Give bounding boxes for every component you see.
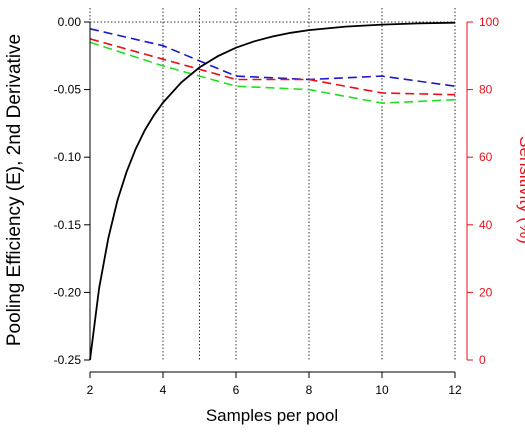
x-tick-label: 4 xyxy=(160,383,167,397)
y-tick-label-left: -0.25 xyxy=(54,353,82,367)
series-layer xyxy=(89,21,456,361)
y-axis-label-left: Pooling Efficiency (E), 2nd Derivative xyxy=(4,34,25,346)
series-line-blue xyxy=(89,28,456,87)
series-line-red xyxy=(89,38,456,96)
x-tick-label: 6 xyxy=(233,383,240,397)
y-tick-label-right: 80 xyxy=(479,83,493,97)
y-tick-label-right: 40 xyxy=(479,218,493,232)
y-tick-label-right: 0 xyxy=(479,353,486,367)
axes-layer xyxy=(89,22,468,373)
x-tick-label: 10 xyxy=(375,383,389,397)
x-tick-label: 8 xyxy=(306,383,313,397)
x-tick-label: 2 xyxy=(87,383,94,397)
y-tick-label-right: 100 xyxy=(479,15,499,29)
y-tick-label-left: -0.10 xyxy=(54,150,82,164)
y-axis-label-right: Sensitivity (%) xyxy=(516,136,525,244)
y-tick-label-right: 20 xyxy=(479,285,493,299)
x-axis-label: Samples per pool xyxy=(206,406,338,425)
x-tick-label: 12 xyxy=(448,383,462,397)
y-tick-label-left: -0.05 xyxy=(54,83,82,97)
series-line-green xyxy=(89,41,456,104)
efficiency-curve-line xyxy=(89,21,456,361)
ticks-layer: 0.00 -0.05 -0.10 -0.15 -0.20 -0.25 2 4 6 8 10 12 100… xyxy=(54,15,500,397)
y-tick-label-left: -0.20 xyxy=(54,285,82,299)
y-tick-label-left: 0.00 xyxy=(58,15,82,29)
y-tick-label-left: -0.15 xyxy=(54,218,82,232)
y-tick-label-right: 60 xyxy=(479,150,493,164)
